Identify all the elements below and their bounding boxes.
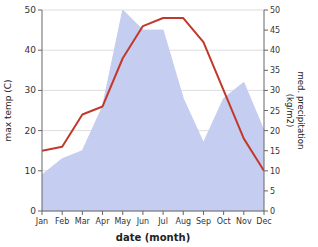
x-tick xyxy=(62,211,63,215)
y2-tick-label: 0 xyxy=(270,207,275,216)
grid-line xyxy=(42,10,264,11)
y2-tick-label: 30 xyxy=(270,86,280,95)
rain-area xyxy=(42,10,264,211)
y2-tick xyxy=(264,130,268,131)
grid-line xyxy=(42,211,264,212)
temp-line xyxy=(42,18,264,171)
x-tick xyxy=(42,211,43,215)
x-tick-label: Jan xyxy=(35,217,48,226)
x-tick xyxy=(163,211,164,215)
y2-tick-label: 10 xyxy=(270,167,280,176)
x-tick-label: Dec xyxy=(256,217,271,226)
x-tick-label: Oct xyxy=(217,217,231,226)
y2-tick xyxy=(264,30,268,31)
chart: 0 10 20 30 40 50 0 5 10 15 20 25 30 35 40 45 50 Jan Feb Mar… xyxy=(0,0,318,247)
x-tick-label: Sep xyxy=(196,217,211,226)
x-tick-label: Nov xyxy=(236,217,252,226)
x-tick-label: May xyxy=(114,217,131,226)
y2-tick-label: 20 xyxy=(270,127,280,136)
y2-tick xyxy=(264,150,268,151)
y-tick-label: 0 xyxy=(30,206,36,216)
y2-tick xyxy=(264,10,268,11)
y2-tick xyxy=(264,170,268,171)
y2-tick-label: 25 xyxy=(270,107,280,116)
y-tick-label: 10 xyxy=(25,166,37,176)
x-tick xyxy=(243,211,244,215)
y-tick-label: 20 xyxy=(25,126,37,136)
x-tick-label: Mar xyxy=(75,217,91,226)
x-axis-label: date (month) xyxy=(116,232,190,243)
y-axis-label: max temp (C) xyxy=(3,79,13,141)
y2-tick-label: 40 xyxy=(270,46,280,55)
y-tick-label: 30 xyxy=(25,85,37,95)
x-tick-label: Apr xyxy=(96,217,111,226)
x-tick xyxy=(102,211,103,215)
y2-tick-label: 5 xyxy=(270,187,275,196)
y-tick-label: 50 xyxy=(25,5,37,15)
x-tick-label: Feb xyxy=(55,217,69,226)
x-tick-label: Jul xyxy=(157,217,168,226)
y2-tick xyxy=(264,50,268,51)
y2-axis xyxy=(264,10,265,211)
x-tick xyxy=(82,211,83,215)
plot-area xyxy=(42,10,264,211)
y-tick xyxy=(38,10,42,11)
y-tick xyxy=(38,211,42,212)
y-tick xyxy=(38,90,42,91)
x-tick-label: Jun xyxy=(136,217,150,226)
y2-tick-label: 15 xyxy=(270,147,280,156)
y-tick xyxy=(38,130,42,131)
x-tick-label: Aug xyxy=(175,217,191,226)
y2-tick xyxy=(264,190,268,191)
y2-tick-label: 35 xyxy=(270,66,280,75)
y-tick xyxy=(38,170,42,171)
y2-tick-label: 50 xyxy=(270,6,280,15)
y2-axis-label-line: med. precipitation xyxy=(296,72,306,150)
y2-tick xyxy=(264,70,268,71)
y2-tick xyxy=(264,90,268,91)
x-tick xyxy=(142,211,143,215)
x-tick xyxy=(264,211,265,215)
y2-axis-label: med. precipitation(kg/m2) xyxy=(285,72,306,150)
y-axis xyxy=(42,10,43,211)
y2-axis-label-line: (kg/m2) xyxy=(285,94,295,128)
x-axis xyxy=(42,211,264,212)
x-tick xyxy=(122,211,123,215)
y2-tick xyxy=(264,110,268,111)
y-tick xyxy=(38,50,42,51)
y-tick-label: 40 xyxy=(25,45,37,55)
x-tick xyxy=(223,211,224,215)
y2-tick-label: 45 xyxy=(270,26,280,35)
x-tick xyxy=(203,211,204,215)
x-tick xyxy=(183,211,184,215)
y2-tick xyxy=(264,211,268,212)
